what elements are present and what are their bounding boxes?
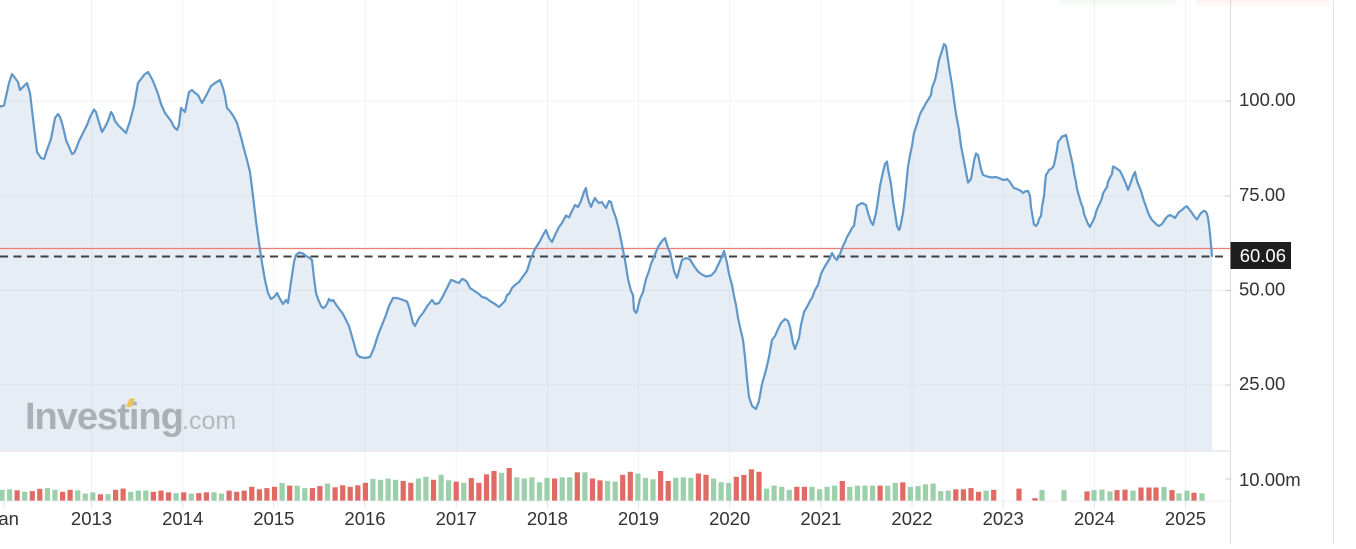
svg-text:.com: .com <box>182 407 236 435</box>
svg-text:25.00: 25.00 <box>1239 373 1285 394</box>
svg-text:Investing: Investing <box>25 396 183 438</box>
svg-text:2016: 2016 <box>344 508 385 529</box>
svg-text:50.00: 50.00 <box>1239 279 1285 300</box>
svg-text:2021: 2021 <box>800 508 841 529</box>
svg-text:2018: 2018 <box>527 508 568 529</box>
svg-text:2023: 2023 <box>983 508 1024 529</box>
svg-text:2017: 2017 <box>436 508 477 529</box>
svg-text:60.06: 60.06 <box>1240 245 1286 266</box>
svg-text:2020: 2020 <box>709 508 750 529</box>
svg-text:2025: 2025 <box>1165 508 1206 529</box>
svg-text:Jan: Jan <box>0 508 19 529</box>
svg-text:2014: 2014 <box>162 508 203 529</box>
svg-text:2024: 2024 <box>1074 508 1115 529</box>
svg-text:10.00m: 10.00m <box>1239 469 1301 490</box>
svg-text:100.00: 100.00 <box>1239 89 1296 110</box>
svg-text:2015: 2015 <box>253 508 294 529</box>
svg-text:2019: 2019 <box>618 508 659 529</box>
svg-text:2013: 2013 <box>71 508 112 529</box>
svg-text:2022: 2022 <box>891 508 932 529</box>
svg-text:75.00: 75.00 <box>1239 184 1285 205</box>
